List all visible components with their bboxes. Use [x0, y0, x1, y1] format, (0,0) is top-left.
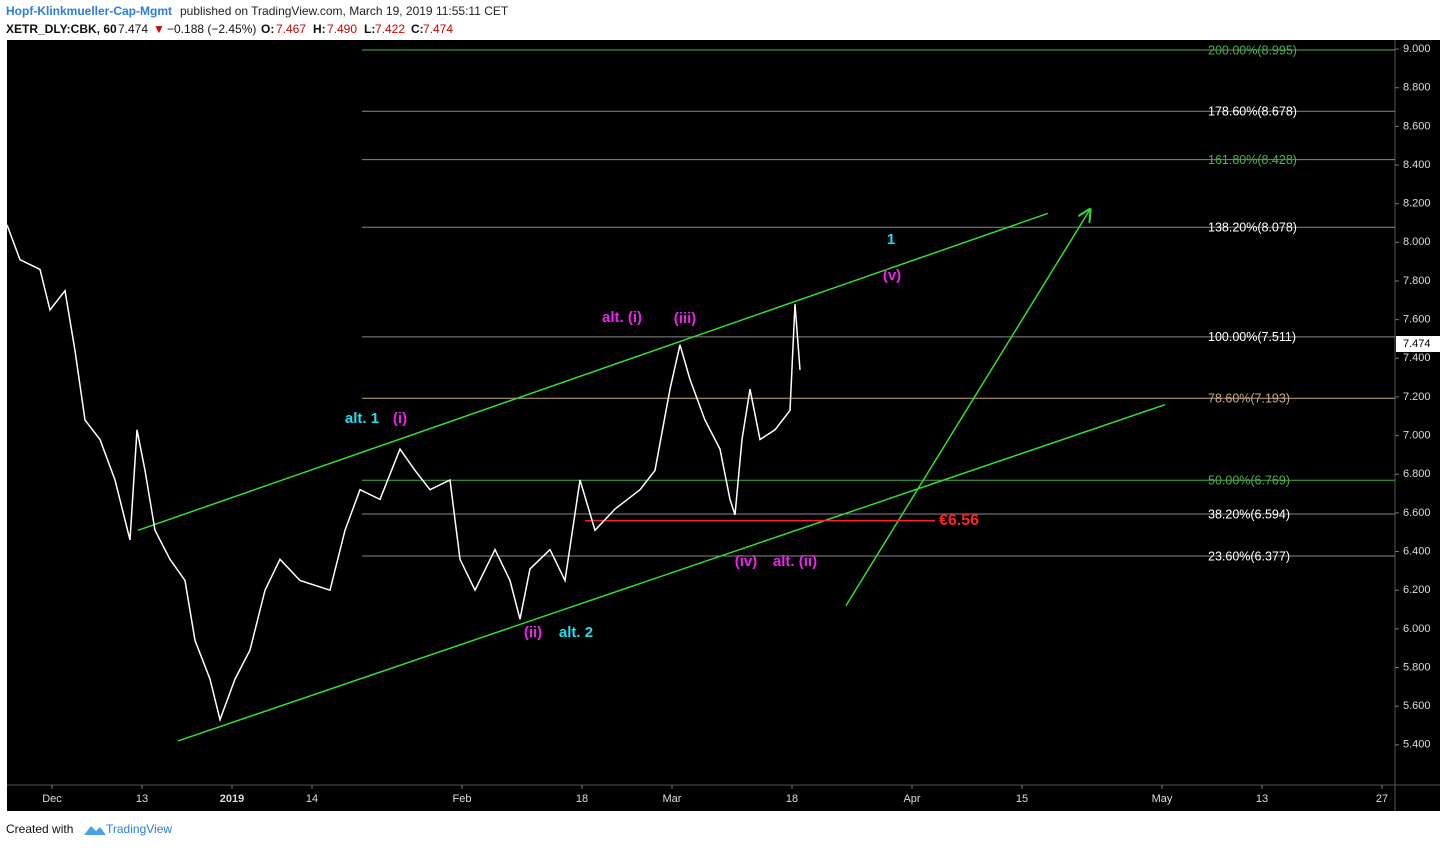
fib-label: 161.80%(8.428) — [1208, 153, 1297, 167]
symbol: XETR_DLY:CBK, 60 — [6, 22, 117, 36]
annotation: alt. 1 — [345, 410, 379, 427]
annotation: 1 — [887, 231, 895, 248]
high: 7.490 — [327, 22, 357, 36]
x-tick-label: May — [1152, 793, 1173, 805]
y-tick-label: 9.000 — [1403, 43, 1431, 55]
x-tick-label: 18 — [576, 793, 588, 805]
y-tick-label: 6.000 — [1403, 623, 1431, 635]
y-tick-label: 6.400 — [1403, 545, 1431, 557]
x-tick-label: Apr — [903, 793, 920, 805]
y-tick-label: 7.800 — [1403, 275, 1431, 287]
annotation: (v) — [883, 267, 901, 284]
annotation: alt. (i) — [602, 309, 642, 326]
x-tick-label: 15 — [1016, 793, 1028, 805]
annotation: (iv) — [735, 553, 758, 570]
y-tick-label: 8.800 — [1403, 82, 1431, 94]
last: 7.474 — [118, 22, 148, 36]
y-tick-label: 7.200 — [1403, 391, 1431, 403]
x-tick-label: Dec — [42, 793, 62, 805]
y-tick-label: 8.400 — [1403, 159, 1431, 171]
price-line — [6, 224, 801, 723]
footer-brand[interactable]: TradingView — [106, 822, 172, 836]
fib-label: 78.60%(7.193) — [1208, 392, 1290, 406]
annotation: alt. (ii) — [773, 553, 817, 570]
o-label: O: — [261, 22, 274, 36]
published: published on TradingView.com, March 19, … — [180, 4, 509, 18]
h-label: H: — [313, 22, 326, 36]
y-tick-label: 6.200 — [1403, 584, 1431, 596]
x-tick-label: 13 — [136, 793, 148, 805]
footer-created: Created with — [6, 822, 73, 836]
price-tag — [1396, 335, 1440, 352]
fib-label: 38.20%(6.594) — [1208, 507, 1290, 521]
x-tick-label: 13 — [1256, 793, 1268, 805]
y-tick-label: 5.400 — [1403, 739, 1431, 751]
tv-logo — [84, 826, 106, 835]
fib-label: 23.60%(6.377) — [1208, 549, 1290, 563]
c-label: C: — [411, 22, 424, 36]
y-tick-label: 6.800 — [1403, 468, 1431, 480]
author[interactable]: Hopf-Klinkmueller-Cap-Mgmt — [6, 4, 172, 18]
y-tick-label: 7.400 — [1403, 352, 1431, 364]
y-tick-label: 7.600 — [1403, 314, 1431, 326]
trend-line — [137, 212, 1049, 531]
support-label: €6.56 — [939, 512, 979, 529]
annotation: (i) — [393, 410, 407, 427]
fib-label: 100.00%(7.511) — [1208, 330, 1296, 344]
y-tick-label: 8.000 — [1403, 236, 1431, 248]
plot-background — [7, 40, 1440, 811]
open: 7.467 — [276, 22, 306, 36]
fib-label: 50.00%(6.769) — [1208, 474, 1290, 488]
low: 7.422 — [375, 22, 405, 36]
y-tick-label: 8.600 — [1403, 120, 1431, 132]
y-tick-label: 6.600 — [1403, 507, 1431, 519]
change: −0.188 (−2.45%) — [167, 22, 256, 36]
y-tick-label: 5.600 — [1403, 700, 1431, 712]
y-tick-label: 7.000 — [1403, 430, 1431, 442]
price-tag-label: 7.474 — [1403, 338, 1431, 350]
x-tick-label: Feb — [453, 793, 472, 805]
trend-line — [845, 209, 1090, 607]
x-tick-label: 18 — [786, 793, 798, 805]
x-tick-label: 14 — [306, 793, 318, 805]
l-label: L: — [364, 22, 375, 36]
x-tick-label: 2019 — [220, 793, 244, 805]
fib-label: 200.00%(8.995) — [1208, 43, 1297, 57]
x-tick-label: 27 — [1376, 793, 1388, 805]
trend-line — [177, 403, 1166, 742]
annotation: (ii) — [524, 624, 542, 641]
y-tick-label: 5.800 — [1403, 661, 1431, 673]
down-arrow: ▼ — [153, 22, 165, 36]
close: 7.474 — [423, 22, 453, 36]
fib-label: 138.20%(8.078) — [1208, 221, 1297, 235]
y-tick-label: 8.200 — [1403, 198, 1431, 210]
fib-label: 178.60%(8.678) — [1208, 105, 1297, 119]
annotation: alt. 2 — [559, 624, 593, 641]
annotation: (iii) — [674, 310, 697, 327]
x-tick-label: Mar — [663, 793, 682, 805]
